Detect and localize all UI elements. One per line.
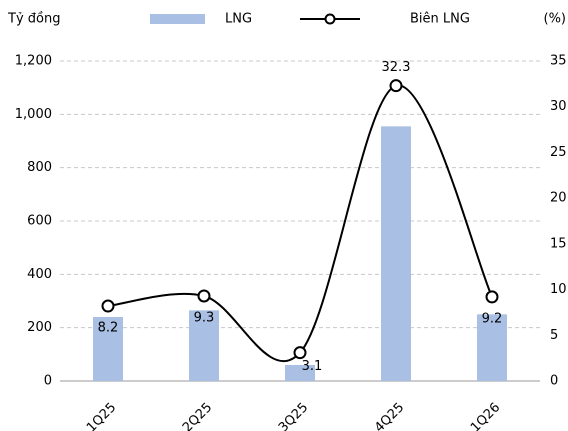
y2-tick-label: 10 <box>550 282 567 297</box>
x-tick-label: 4Q25 <box>372 400 407 431</box>
y2-tick-label: 35 <box>550 54 567 69</box>
y-tick-label: 0 <box>44 374 52 389</box>
x-tick-label: 1Q25 <box>84 400 119 431</box>
x-tick-label: 1Q26 <box>468 400 503 431</box>
legend-label: Biên LNG <box>410 12 470 27</box>
y-tick-label: 1,000 <box>15 107 52 122</box>
y-axis-label: Tỷ đồng <box>7 12 60 27</box>
y2-tick-label: 15 <box>550 236 567 251</box>
data-label: 8.2 <box>98 321 119 336</box>
line-marker <box>197 289 211 303</box>
bar <box>189 310 219 381</box>
y-tick-label: 600 <box>27 214 52 229</box>
bar <box>285 365 315 381</box>
x-tick-label: 2Q25 <box>180 400 215 431</box>
y2-tick-label: 0 <box>550 374 558 389</box>
line-marker <box>101 299 115 313</box>
data-label: 32.3 <box>382 60 411 75</box>
y-tick-label: 400 <box>27 267 52 282</box>
line-marker <box>293 346 307 360</box>
data-label: 9.3 <box>194 310 215 325</box>
bar <box>477 314 507 381</box>
data-label: 9.2 <box>482 311 503 326</box>
line <box>107 84 493 362</box>
y2-tick-label: 5 <box>550 328 558 343</box>
y-tick-label: 200 <box>27 320 52 335</box>
legend-marker <box>324 13 336 25</box>
y2-tick-label: 30 <box>550 99 567 114</box>
y-tick-label: 1,200 <box>15 54 52 69</box>
bar <box>381 126 411 381</box>
line-marker <box>485 290 499 304</box>
data-label: 3.1 <box>302 359 323 374</box>
y-tick-label: 800 <box>27 160 52 175</box>
y2-axis-label: (%) <box>544 12 567 27</box>
y2-tick-label: 20 <box>550 191 567 206</box>
line-marker <box>389 79 403 93</box>
legend-label: LNG <box>225 12 252 27</box>
legend-swatch <box>150 14 205 24</box>
bar <box>93 317 123 381</box>
x-tick-label: 3Q25 <box>276 400 311 431</box>
y2-tick-label: 25 <box>550 145 567 160</box>
